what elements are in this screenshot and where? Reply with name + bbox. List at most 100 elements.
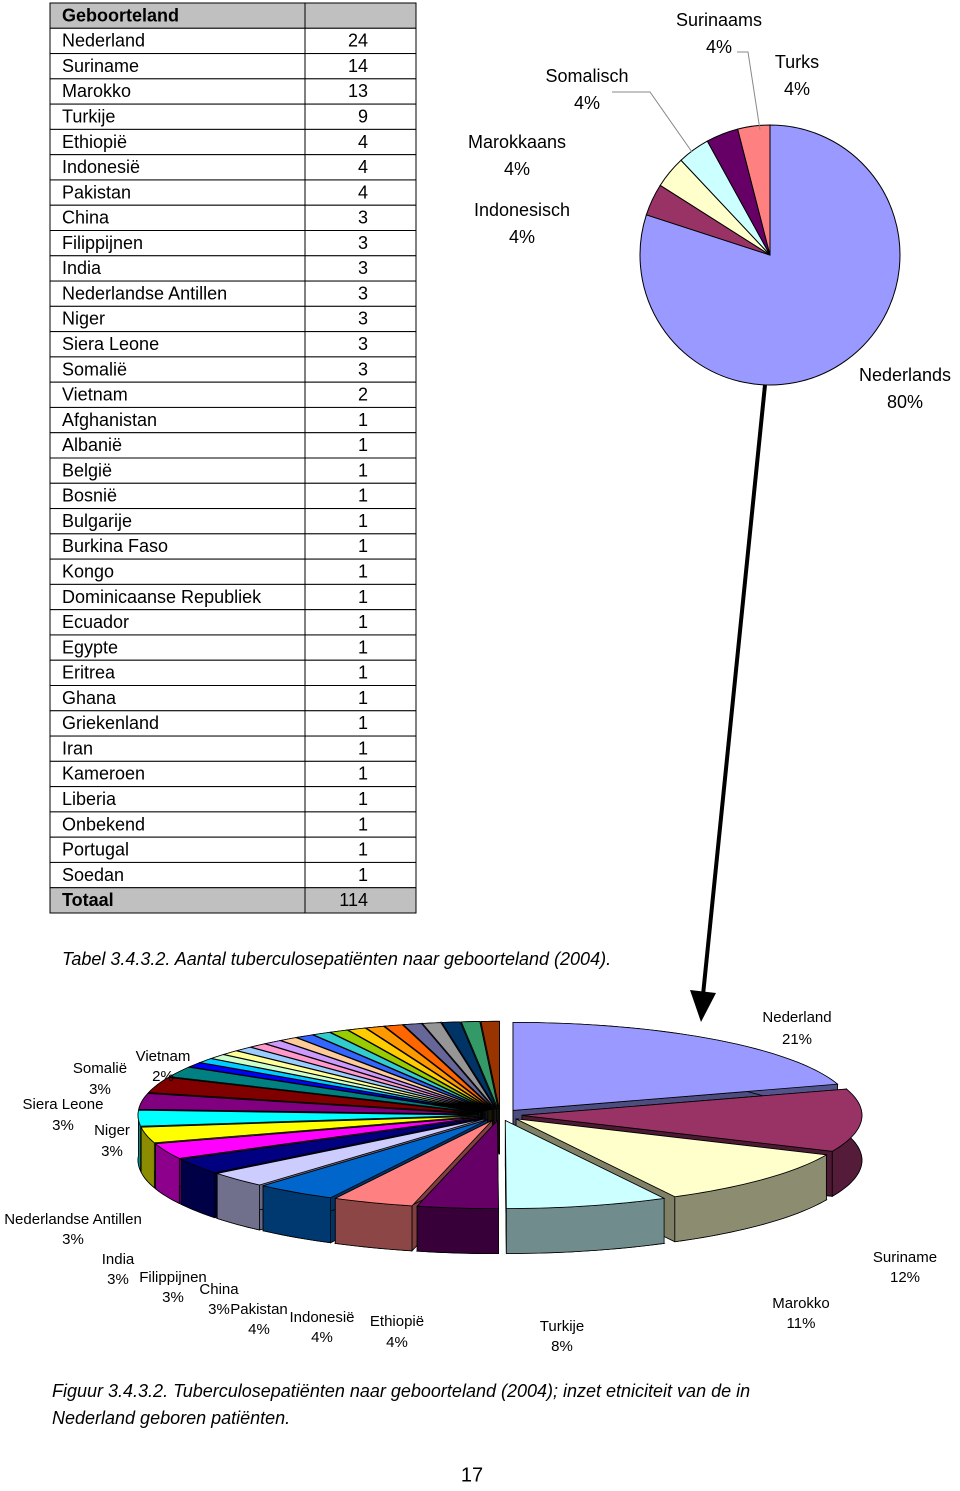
slice-value-label: 3%	[62, 1231, 84, 1248]
pie-slice	[504, 1119, 666, 1209]
figure-caption: Nederland geboren patiënten.	[52, 1408, 290, 1428]
row-label: Kameroen	[62, 764, 145, 784]
row-value: 3	[358, 283, 368, 303]
row-label: Ecuador	[62, 612, 129, 632]
pie-slice	[140, 1115, 479, 1144]
row-value: 1	[358, 865, 368, 885]
pie-slice	[480, 1020, 500, 1110]
row-label: Bulgarije	[62, 511, 132, 531]
table-cell	[304, 128, 417, 156]
table-cell	[49, 154, 306, 181]
table-cell	[304, 381, 417, 408]
row-value: 3	[358, 208, 368, 228]
pie-slice	[188, 1062, 482, 1113]
pie-slice	[416, 1119, 499, 1210]
row-label: Egypte	[62, 637, 118, 657]
pie-slice	[262, 1119, 488, 1199]
pie-slice	[279, 1037, 488, 1111]
table-caption: Tabel 3.4.3.2. Aantal tuberculosepatiënt…	[62, 949, 611, 969]
row-value: 3	[358, 309, 368, 329]
arrow-head	[690, 990, 716, 1022]
pie-slice	[402, 1023, 495, 1110]
row-value: 1	[358, 612, 368, 632]
row-label: Pakistan	[62, 182, 131, 202]
row-value: 4	[358, 182, 368, 202]
table-cell	[304, 558, 417, 585]
row-value: 1	[358, 536, 368, 556]
leader-line	[612, 91, 693, 153]
slice-side	[334, 1197, 413, 1252]
pie-3d: Nederland 21% Suriname 12% Marokko 11% Turkije…	[4, 1009, 937, 1355]
table-cell	[49, 609, 306, 636]
slice-label: Marokko	[772, 1295, 830, 1312]
slice-value-label: 11%	[787, 1315, 816, 1332]
pie-slice	[365, 1025, 493, 1110]
row-label: India	[62, 258, 102, 278]
table-cell	[304, 2, 417, 29]
row-label: Albanië	[62, 435, 122, 455]
table-cell	[49, 861, 306, 889]
slice-label: Niger	[94, 1122, 130, 1139]
pie-slice	[515, 1118, 828, 1198]
table-cell	[304, 659, 417, 687]
row-label: België	[62, 460, 112, 480]
table-cell	[304, 836, 417, 863]
slice-label: Turks	[775, 52, 819, 72]
pie-slice	[147, 1077, 480, 1114]
pie-slice	[154, 1116, 480, 1159]
row-value: 4	[358, 132, 368, 152]
slice-label: Filippijnen	[139, 1269, 207, 1286]
table-cell	[304, 861, 417, 889]
row-label: Nederlandse Antillen	[62, 283, 227, 303]
slice-value-label: 21%	[782, 1031, 812, 1048]
table-cell	[49, 356, 306, 383]
table-cell	[49, 583, 306, 611]
figure-caption: Figuur 3.4.3.2. Tuberculosepatiënten naa…	[52, 1381, 750, 1401]
row-value: 4	[358, 157, 368, 177]
row-value: 1	[358, 511, 368, 531]
table-cell	[49, 887, 306, 914]
table-cell	[304, 331, 417, 358]
pie-slice	[250, 1043, 486, 1112]
slice-label: Nederlandse Antillen	[4, 1211, 142, 1228]
slice-value-label: 4%	[248, 1321, 270, 1338]
row-label: Portugal	[62, 840, 129, 860]
slice-label: Pakistan	[230, 1301, 288, 1318]
pie-slice	[236, 1046, 485, 1112]
row-label: Liberia	[62, 789, 117, 809]
table-cell	[304, 280, 417, 307]
table-cell	[49, 230, 306, 257]
slice-label: Turkije	[540, 1318, 584, 1335]
row-label: Bosnië	[62, 486, 117, 506]
row-value: 3	[358, 359, 368, 379]
row-value: 1	[358, 688, 368, 708]
slice-value-label: 3%	[208, 1301, 230, 1318]
slice-label: Indonesisch	[474, 200, 570, 220]
slice-value-label: 80%	[887, 392, 923, 412]
table-cell	[304, 230, 417, 257]
row-value: 1	[358, 562, 368, 582]
table-cell	[304, 634, 417, 661]
row-value: 24	[348, 31, 368, 51]
table-cell	[304, 533, 417, 560]
arrow-line	[701, 384, 767, 996]
slice-value-label: 2%	[152, 1068, 174, 1085]
row-label: Soedan	[62, 865, 124, 885]
row-label: Marokko	[62, 81, 131, 101]
table-cell	[304, 735, 417, 762]
page-number: 17	[461, 1464, 483, 1486]
row-label: Kongo	[62, 562, 114, 582]
pie-slice	[521, 1088, 863, 1152]
table-cell	[49, 255, 306, 282]
table-cell	[49, 634, 306, 661]
row-label: Ghana	[62, 688, 117, 708]
slice-value-label: 4%	[706, 37, 732, 57]
pie-slice	[421, 1022, 497, 1110]
slice-label: Somalië	[73, 1060, 127, 1077]
slice-value-label: 3%	[52, 1117, 74, 1134]
table-cell	[304, 356, 417, 383]
slice-value-label: 3%	[162, 1289, 184, 1306]
slice-label: Suriname	[873, 1249, 937, 1266]
row-value: 1	[358, 410, 368, 430]
